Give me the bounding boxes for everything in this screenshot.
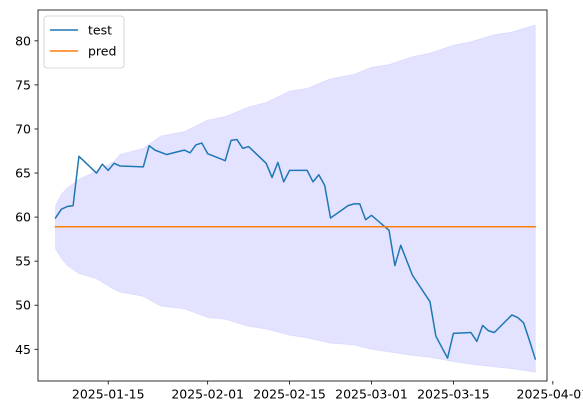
series-layer: [54, 138, 537, 360]
y-tick-label: 70: [15, 121, 31, 136]
x-tick-label: 2025-03-01: [335, 387, 408, 402]
y-tick-label: 65: [15, 166, 31, 181]
y-tick-label: 60: [15, 210, 31, 225]
y-tick-label: 75: [15, 77, 31, 92]
x-tick-label: 2025-01-15: [72, 387, 145, 402]
y-tick-label: 50: [15, 298, 31, 313]
y-tick-label: 80: [15, 33, 31, 48]
series-line-test: [54, 138, 537, 360]
legend-label-pred: pred: [88, 44, 116, 59]
plot-frame: [37, 9, 548, 382]
y-tick-label: 45: [15, 342, 31, 357]
legend-box: [43, 15, 125, 69]
x-tick-label: 2025-02-15: [253, 387, 326, 402]
x-axis: 2025-01-15 2025-02-01 2025-02-15 2025-03-01…: [72, 381, 583, 402]
legend-label-test: test: [88, 23, 112, 38]
x-tick-label: 2025-02-01: [171, 387, 244, 402]
y-tick-label: 55: [15, 254, 31, 269]
x-tick-label: 2025-04-01: [517, 387, 583, 402]
y-axis: 45 50 55 60 65 70 75 80: [15, 33, 38, 357]
x-tick-label: 2025-03-15: [417, 387, 490, 402]
confidence-band: [55, 24, 536, 373]
legend: test pred: [43, 15, 125, 69]
confidence-band-layer: [55, 24, 536, 373]
